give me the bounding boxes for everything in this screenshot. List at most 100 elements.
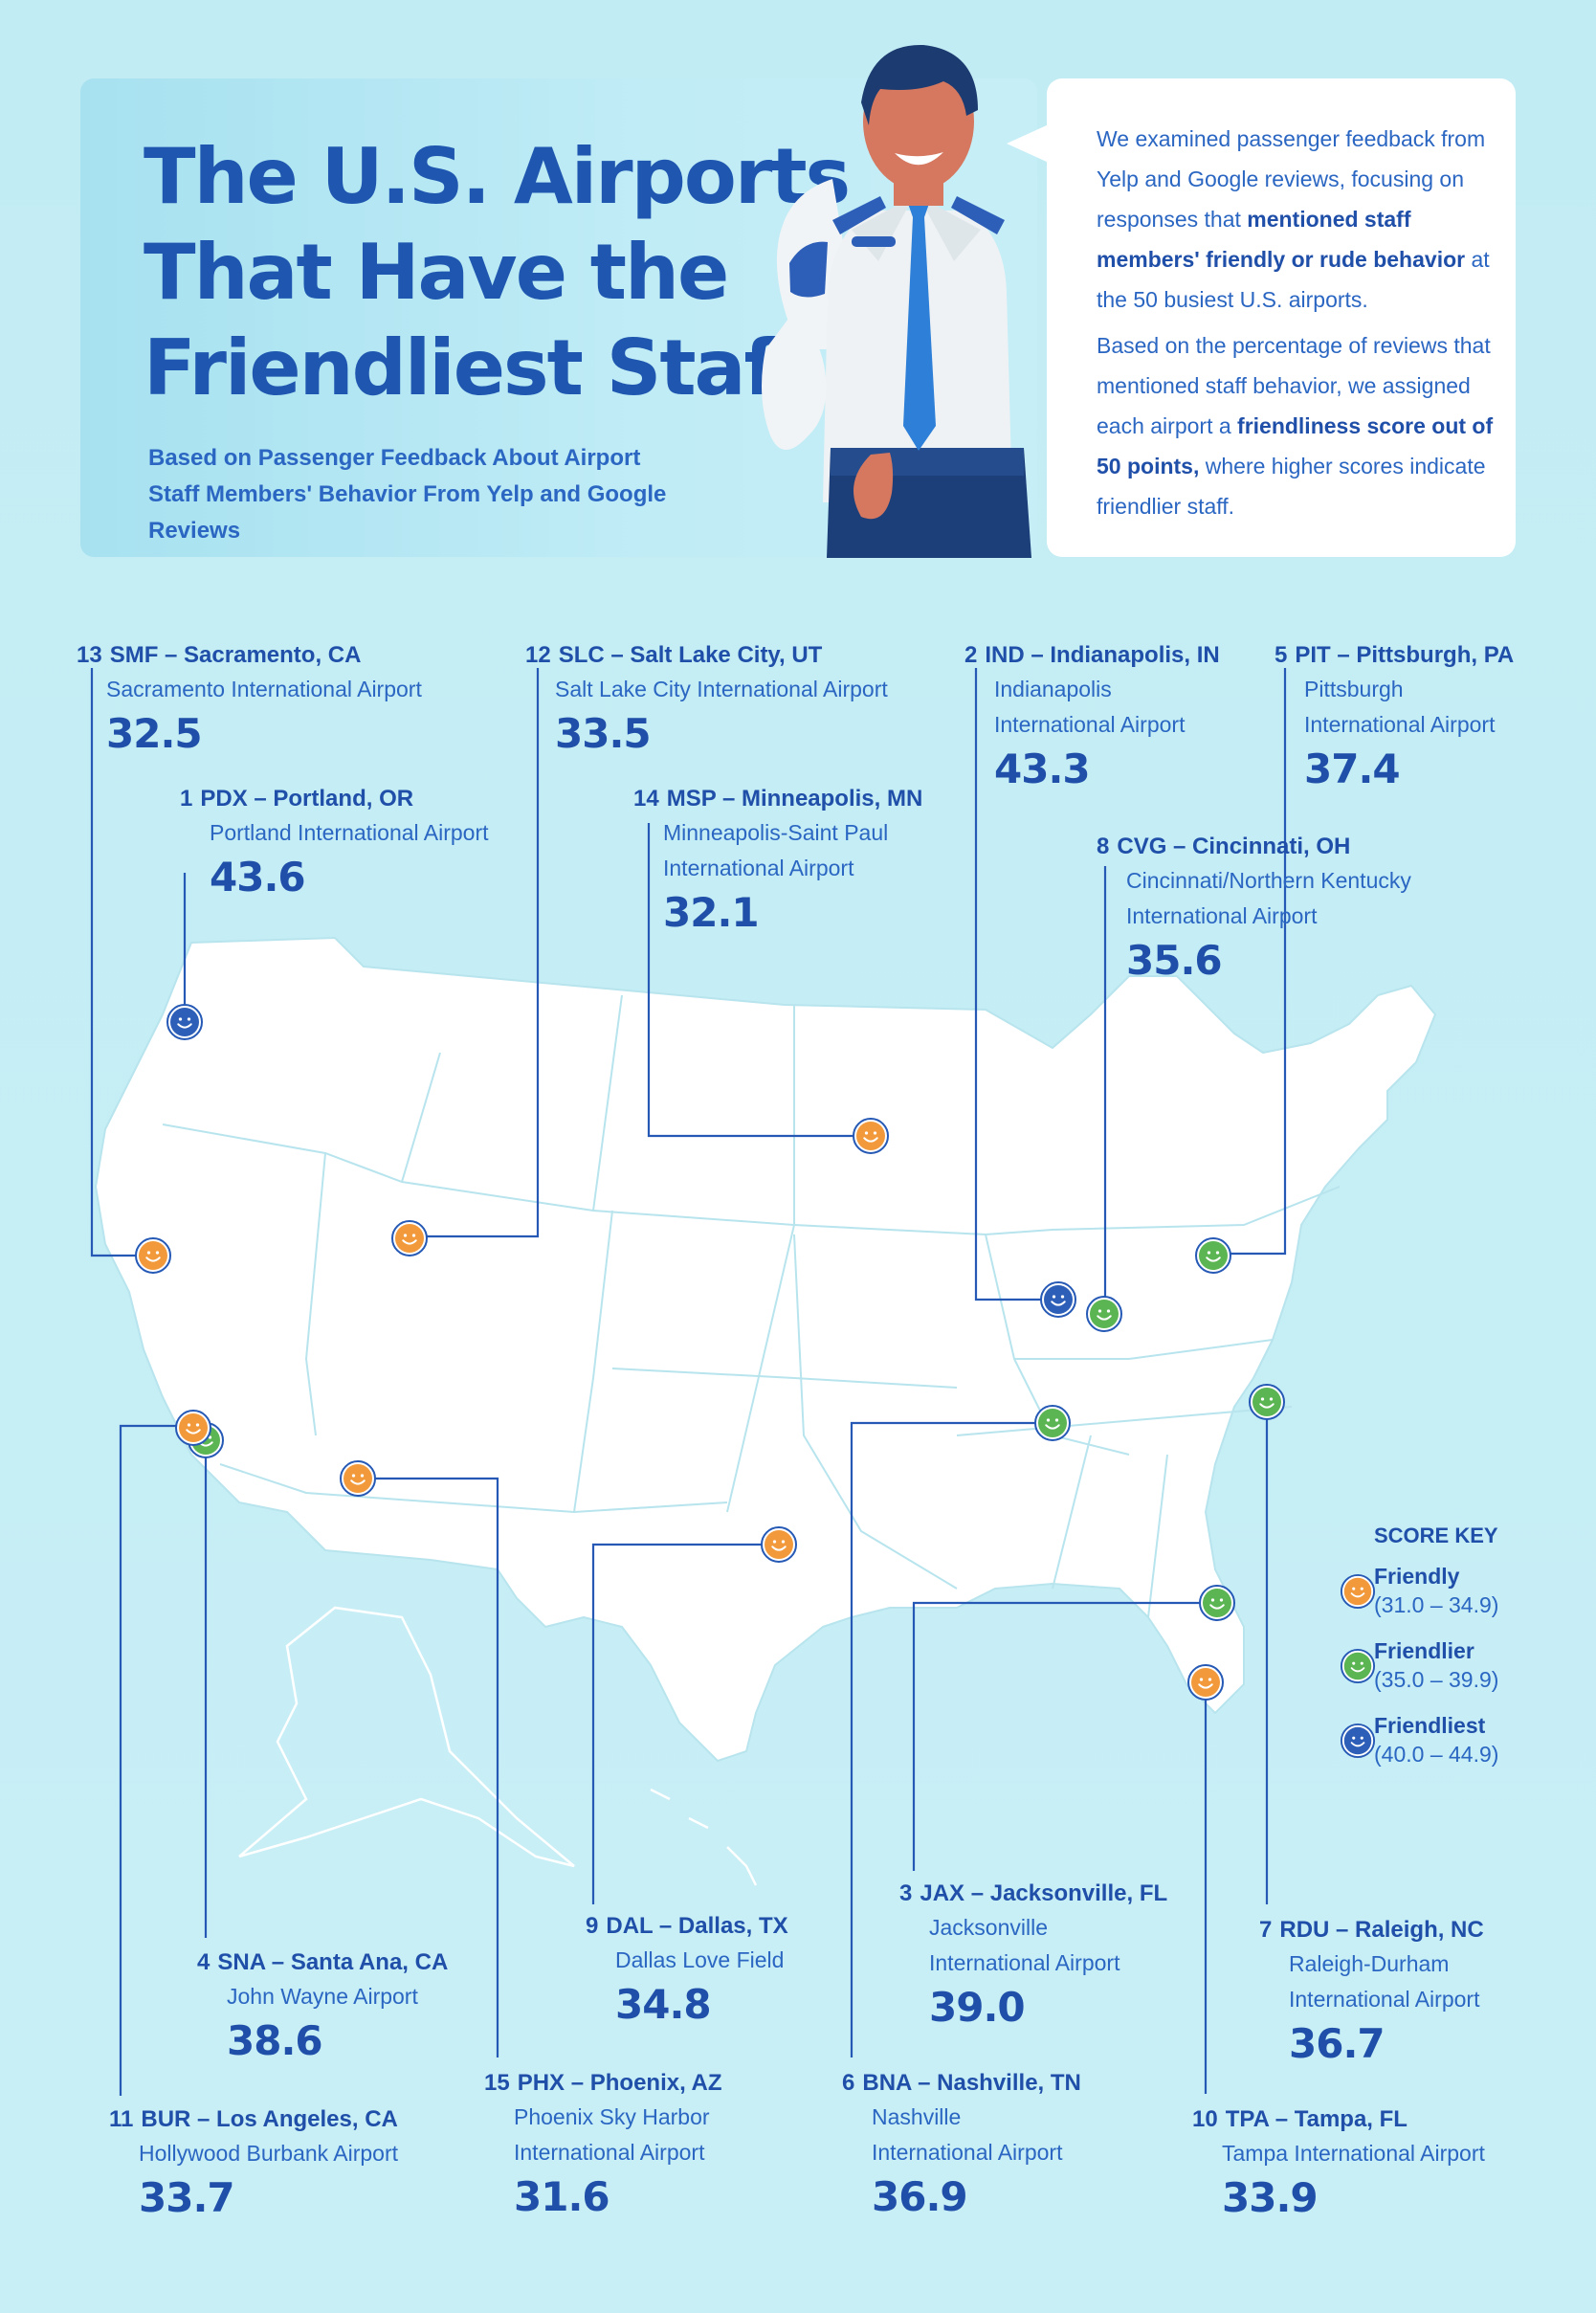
leader-line xyxy=(411,668,540,1238)
friendliest-smiley-icon xyxy=(166,1004,203,1040)
airport-rank: 7 xyxy=(1259,1917,1273,1943)
airport-heading: 9 DAL – Dallas, TX xyxy=(586,1910,788,1943)
airport-name: Salt Lake City International Airport xyxy=(555,677,888,701)
bubble-tail xyxy=(1007,124,1049,163)
airport-name: Nashville International Airport xyxy=(872,2104,1063,2165)
friendliness-score: 32.1 xyxy=(663,889,760,936)
friendly-smiley-icon xyxy=(391,1220,428,1257)
airport-label: 3 JAX – Jacksonville, FL Jacksonville Inte… xyxy=(899,1878,1167,2035)
friendly-smiley-icon xyxy=(1340,1573,1376,1610)
score-key-item-friendly: Friendly (31.0 – 34.9) xyxy=(1340,1562,1560,1636)
score-key-label: Friendly xyxy=(1374,1564,1460,1589)
airport-label: 13 SMF – Sacramento, CA Sacramento Interna… xyxy=(77,639,422,761)
airport-rank: 9 xyxy=(586,1913,599,1939)
score-key-item-friendlier: Friendlier (35.0 – 39.9) xyxy=(1340,1636,1560,1711)
intro-bubble xyxy=(1047,78,1516,557)
airport-heading: 6 BNA – Nashville, TN xyxy=(842,2067,1081,2100)
airport-name: Sacramento International Airport xyxy=(106,677,422,701)
airport-name: Phoenix Sky Harbor International Airport xyxy=(514,2104,710,2165)
friendlier-smiley-icon xyxy=(1086,1296,1122,1332)
airport-heading: 8 CVG – Cincinnati, OH xyxy=(1097,831,1411,863)
airport-label: 8 CVG – Cincinnati, OH Cincinnati/Northern… xyxy=(1097,831,1411,988)
airport-code-city: PIT – Pittsburgh, PA xyxy=(1295,642,1515,668)
airport-code-city: BNA – Nashville, TN xyxy=(862,2070,1081,2096)
intro-text: We examined passenger feedback from Yelp… xyxy=(1097,119,1498,532)
airport-rank: 5 xyxy=(1275,642,1288,668)
friendlier-smiley-icon xyxy=(1199,1585,1235,1621)
friendliness-score: 33.5 xyxy=(555,710,652,757)
airport-rank: 6 xyxy=(842,2070,855,2096)
airport-label: 5 PIT – Pittsburgh, PA Pittsburgh Internat… xyxy=(1275,639,1514,796)
airport-code-city: PDX – Portland, OR xyxy=(200,786,414,812)
airport-rank: 3 xyxy=(899,1880,913,1906)
leader-line xyxy=(90,668,151,1257)
airport-rank: 8 xyxy=(1097,834,1110,859)
airport-code-city: MSP – Minneapolis, MN xyxy=(666,786,923,812)
airport-label: 6 BNA – Nashville, TN Nashville Internatio… xyxy=(842,2067,1081,2224)
airport-name: Jacksonville International Airport xyxy=(929,1915,1120,1975)
friendlier-smiley-icon xyxy=(1195,1237,1231,1274)
friendliness-score: 43.6 xyxy=(210,854,306,901)
intro-paragraph-2: Based on the percentage of reviews that … xyxy=(1097,333,1494,519)
leader-line xyxy=(850,1421,1051,2057)
airport-label: 10 TPA – Tampa, FL Tampa International Air… xyxy=(1192,2103,1485,2225)
friendliest-smiley-icon xyxy=(1340,1723,1376,1759)
friendliness-score: 33.7 xyxy=(139,2174,235,2221)
friendliness-score: 39.0 xyxy=(929,1984,1026,2031)
airport-code-city: RDU – Raleigh, NC xyxy=(1279,1917,1484,1943)
score-key-label: Friendliest xyxy=(1374,1713,1486,1738)
airport-label: 4 SNA – Santa Ana, CA John Wayne Airport 38… xyxy=(197,1946,448,2068)
leader-line xyxy=(1215,668,1287,1256)
airport-heading: 1 PDX – Portland, OR xyxy=(180,783,489,815)
airport-staff-illustration xyxy=(762,44,1031,558)
friendliness-score: 34.8 xyxy=(615,1981,712,2028)
friendly-smiley-icon xyxy=(175,1410,211,1446)
leader-line xyxy=(119,1424,191,2096)
title-line-3: Friendliest Staff xyxy=(144,323,809,412)
airport-code-city: IND – Indianapolis, IN xyxy=(985,642,1220,668)
airport-heading: 13 SMF – Sacramento, CA xyxy=(77,639,422,672)
airport-label: 7 RDU – Raleigh, NC Raleigh-Durham Interna… xyxy=(1259,1914,1484,2071)
airport-rank: 2 xyxy=(964,642,978,668)
leader-line xyxy=(912,1601,1215,1871)
airport-heading: 5 PIT – Pittsburgh, PA xyxy=(1275,639,1514,672)
airport-label: 11 BUR – Los Angeles, CA Hollywood Burbank… xyxy=(109,2103,398,2225)
airport-code-city: BUR – Los Angeles, CA xyxy=(141,2106,398,2132)
page-subtitle: Based on Passenger Feedback About Airpor… xyxy=(148,445,667,544)
friendliness-score: 33.9 xyxy=(1222,2174,1319,2221)
title-line-2: That Have the xyxy=(144,228,729,317)
score-key-title: SCORE KEY xyxy=(1374,1523,1498,1547)
airport-heading: 14 MSP – Minneapolis, MN xyxy=(633,783,922,815)
friendly-smiley-icon xyxy=(853,1118,889,1154)
airport-rank: 15 xyxy=(484,2070,510,2096)
airport-rank: 10 xyxy=(1192,2106,1218,2132)
friendliness-score: 37.4 xyxy=(1304,745,1401,792)
airport-rank: 11 xyxy=(109,2106,134,2132)
airport-name: Tampa International Airport xyxy=(1222,2141,1485,2166)
alaska-hawaii xyxy=(238,1606,758,1886)
friendliness-score: 32.5 xyxy=(106,710,203,757)
airport-label: 9 DAL – Dallas, TX Dallas Love Field 34.8 xyxy=(586,1910,788,2032)
friendlier-smiley-icon xyxy=(1340,1648,1376,1684)
title-line-1: The U.S. Airports xyxy=(144,132,851,221)
score-key-range: (40.0 – 44.9) xyxy=(1374,1742,1499,1767)
friendliness-score: 36.9 xyxy=(872,2173,968,2220)
leader-line xyxy=(974,668,1056,1301)
airport-label: 12 SLC – Salt Lake City, UT Salt Lake City… xyxy=(525,639,888,761)
airport-rank: 12 xyxy=(525,642,551,668)
airport-name: Dallas Love Field xyxy=(615,1947,785,1972)
friendliness-score: 31.6 xyxy=(514,2173,610,2220)
airport-name: Hollywood Burbank Airport xyxy=(139,2141,399,2166)
airport-heading: 15 PHX – Phoenix, AZ xyxy=(484,2067,722,2100)
airport-heading: 3 JAX – Jacksonville, FL xyxy=(899,1878,1167,1910)
friendlier-smiley-icon xyxy=(1249,1384,1285,1420)
friendly-smiley-icon xyxy=(135,1237,171,1274)
score-key-range: (31.0 – 34.9) xyxy=(1374,1592,1499,1617)
airport-label: 2 IND – Indianapolis, IN Indianapolis Inte… xyxy=(964,639,1220,796)
friendliness-score: 36.7 xyxy=(1289,2020,1385,2067)
airport-label: 1 PDX – Portland, OR Portland Internationa… xyxy=(180,783,489,904)
friendly-smiley-icon xyxy=(340,1460,376,1497)
friendlier-smiley-icon xyxy=(1034,1405,1071,1441)
airport-rank: 14 xyxy=(633,786,659,812)
airport-code-city: CVG – Cincinnati, OH xyxy=(1117,834,1351,859)
